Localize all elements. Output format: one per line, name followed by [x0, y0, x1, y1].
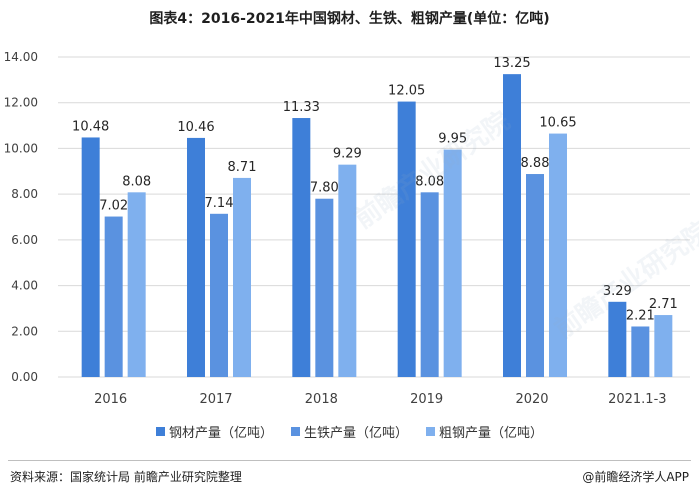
bar-pig-iron [420, 192, 439, 377]
data-label-steel: 3.29 [603, 284, 632, 299]
x-tick-label: 2020 [515, 392, 548, 407]
legend-label-crude-steel: 粗钢产量（亿吨） [439, 426, 544, 441]
data-label-pig-iron: 7.02 [99, 199, 128, 214]
legend-item-steel: 钢材产量（亿吨） [155, 422, 273, 441]
bars [81, 74, 673, 378]
bar-steel [187, 137, 205, 377]
bar-pig-iron [526, 174, 544, 377]
bar-pig-iron [104, 216, 123, 377]
x-tick-label: 2018 [305, 392, 338, 407]
bar-crude-steel [338, 164, 357, 377]
legend-label-steel: 钢材产量（亿吨） [168, 426, 273, 441]
y-tick-label: 14.00 [4, 50, 38, 64]
data-label-steel: 11.33 [283, 100, 320, 115]
data-label-pig-iron: 7.14 [205, 196, 234, 211]
legend-swatch-crude-steel [426, 427, 435, 436]
bar-crude-steel [654, 315, 673, 377]
y-tick-label: 2.00 [11, 324, 38, 338]
legend: 钢材产量（亿吨） 生铁产量（亿吨） 粗钢产量（亿吨） [0, 422, 699, 441]
x-tick-label: 2019 [410, 392, 443, 407]
x-tick-label: 2017 [199, 392, 232, 407]
data-label-pig-iron: 8.08 [415, 174, 444, 189]
x-tick-label: 2021.1-3 [608, 392, 666, 407]
legend-swatch-steel [155, 427, 165, 436]
y-tick-label: 4.00 [11, 279, 38, 293]
data-label-steel: 10.46 [177, 120, 214, 135]
y-tick-label: 8.00 [11, 187, 38, 201]
bar-pig-iron [315, 198, 334, 377]
x-tick-label: 2016 [94, 392, 127, 407]
data-label-steel: 10.48 [72, 119, 109, 134]
bar-steel [608, 301, 627, 377]
y-tick-label: 6.00 [11, 233, 38, 247]
bar-crude-steel [443, 149, 462, 377]
bar-pig-iron [210, 213, 228, 377]
y-tick-label: 12.00 [4, 96, 38, 110]
data-label-crude-steel: 2.71 [649, 297, 678, 312]
y-tick-label: 0.00 [11, 370, 38, 384]
bar-crude-steel [127, 192, 146, 377]
chart-title: 图表4：2016-2021年中国钢材、生铁、粗钢产量(单位：亿吨) [149, 11, 550, 27]
data-label-crude-steel: 8.08 [122, 174, 151, 189]
legend-item-pig-iron: 生铁产量（亿吨） [290, 422, 408, 441]
data-label-pig-iron: 2.21 [626, 308, 655, 323]
data-labels: 10.48 7.02 8.08 10.46 7.14 8.71 11.33 7.80 9.29 1… [72, 56, 678, 323]
bar-steel [503, 74, 521, 378]
footer-divider [8, 460, 691, 461]
data-label-steel: 12.05 [388, 84, 425, 99]
data-label-crude-steel: 10.65 [539, 116, 576, 131]
bar-pig-iron [631, 326, 650, 377]
footer-brand: @前瞻经济学人APP [582, 470, 689, 484]
y-tick-label: 10.00 [4, 141, 38, 155]
bar-crude-steel [233, 177, 251, 377]
data-label-crude-steel: 9.29 [333, 147, 362, 162]
bar-steel [397, 101, 416, 378]
data-label-crude-steel: 8.71 [228, 160, 257, 175]
data-label-crude-steel: 9.95 [438, 132, 467, 147]
bar-steel [81, 137, 100, 377]
bar-steel [292, 118, 311, 378]
bar-crude-steel [549, 133, 567, 377]
legend-item-crude-steel: 粗钢产量（亿吨） [426, 422, 543, 441]
y-axis-ticks: 0.00 2.00 4.00 6.00 8.00 10.00 12.00 14.00 [4, 50, 38, 384]
data-label-pig-iron: 8.88 [521, 156, 550, 171]
x-axis-ticks: 2016 2017 2018 2019 2020 2021.1-3 [94, 392, 666, 407]
legend-label-pig-iron: 生铁产量（亿吨） [303, 426, 408, 441]
data-label-pig-iron: 7.80 [310, 181, 339, 196]
legend-swatch-pig-iron [290, 427, 300, 436]
footer: 资料来源：国家统计局 前瞻产业研究院整理 @前瞻经济学人APP [0, 460, 699, 490]
data-label-steel: 13.25 [493, 56, 530, 71]
grid-lines [58, 56, 690, 378]
footer-source: 资料来源：国家统计局 前瞻产业研究院整理 [10, 470, 242, 484]
